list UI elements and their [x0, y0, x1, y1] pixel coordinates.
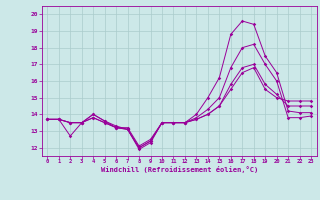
- X-axis label: Windchill (Refroidissement éolien,°C): Windchill (Refroidissement éolien,°C): [100, 166, 258, 173]
